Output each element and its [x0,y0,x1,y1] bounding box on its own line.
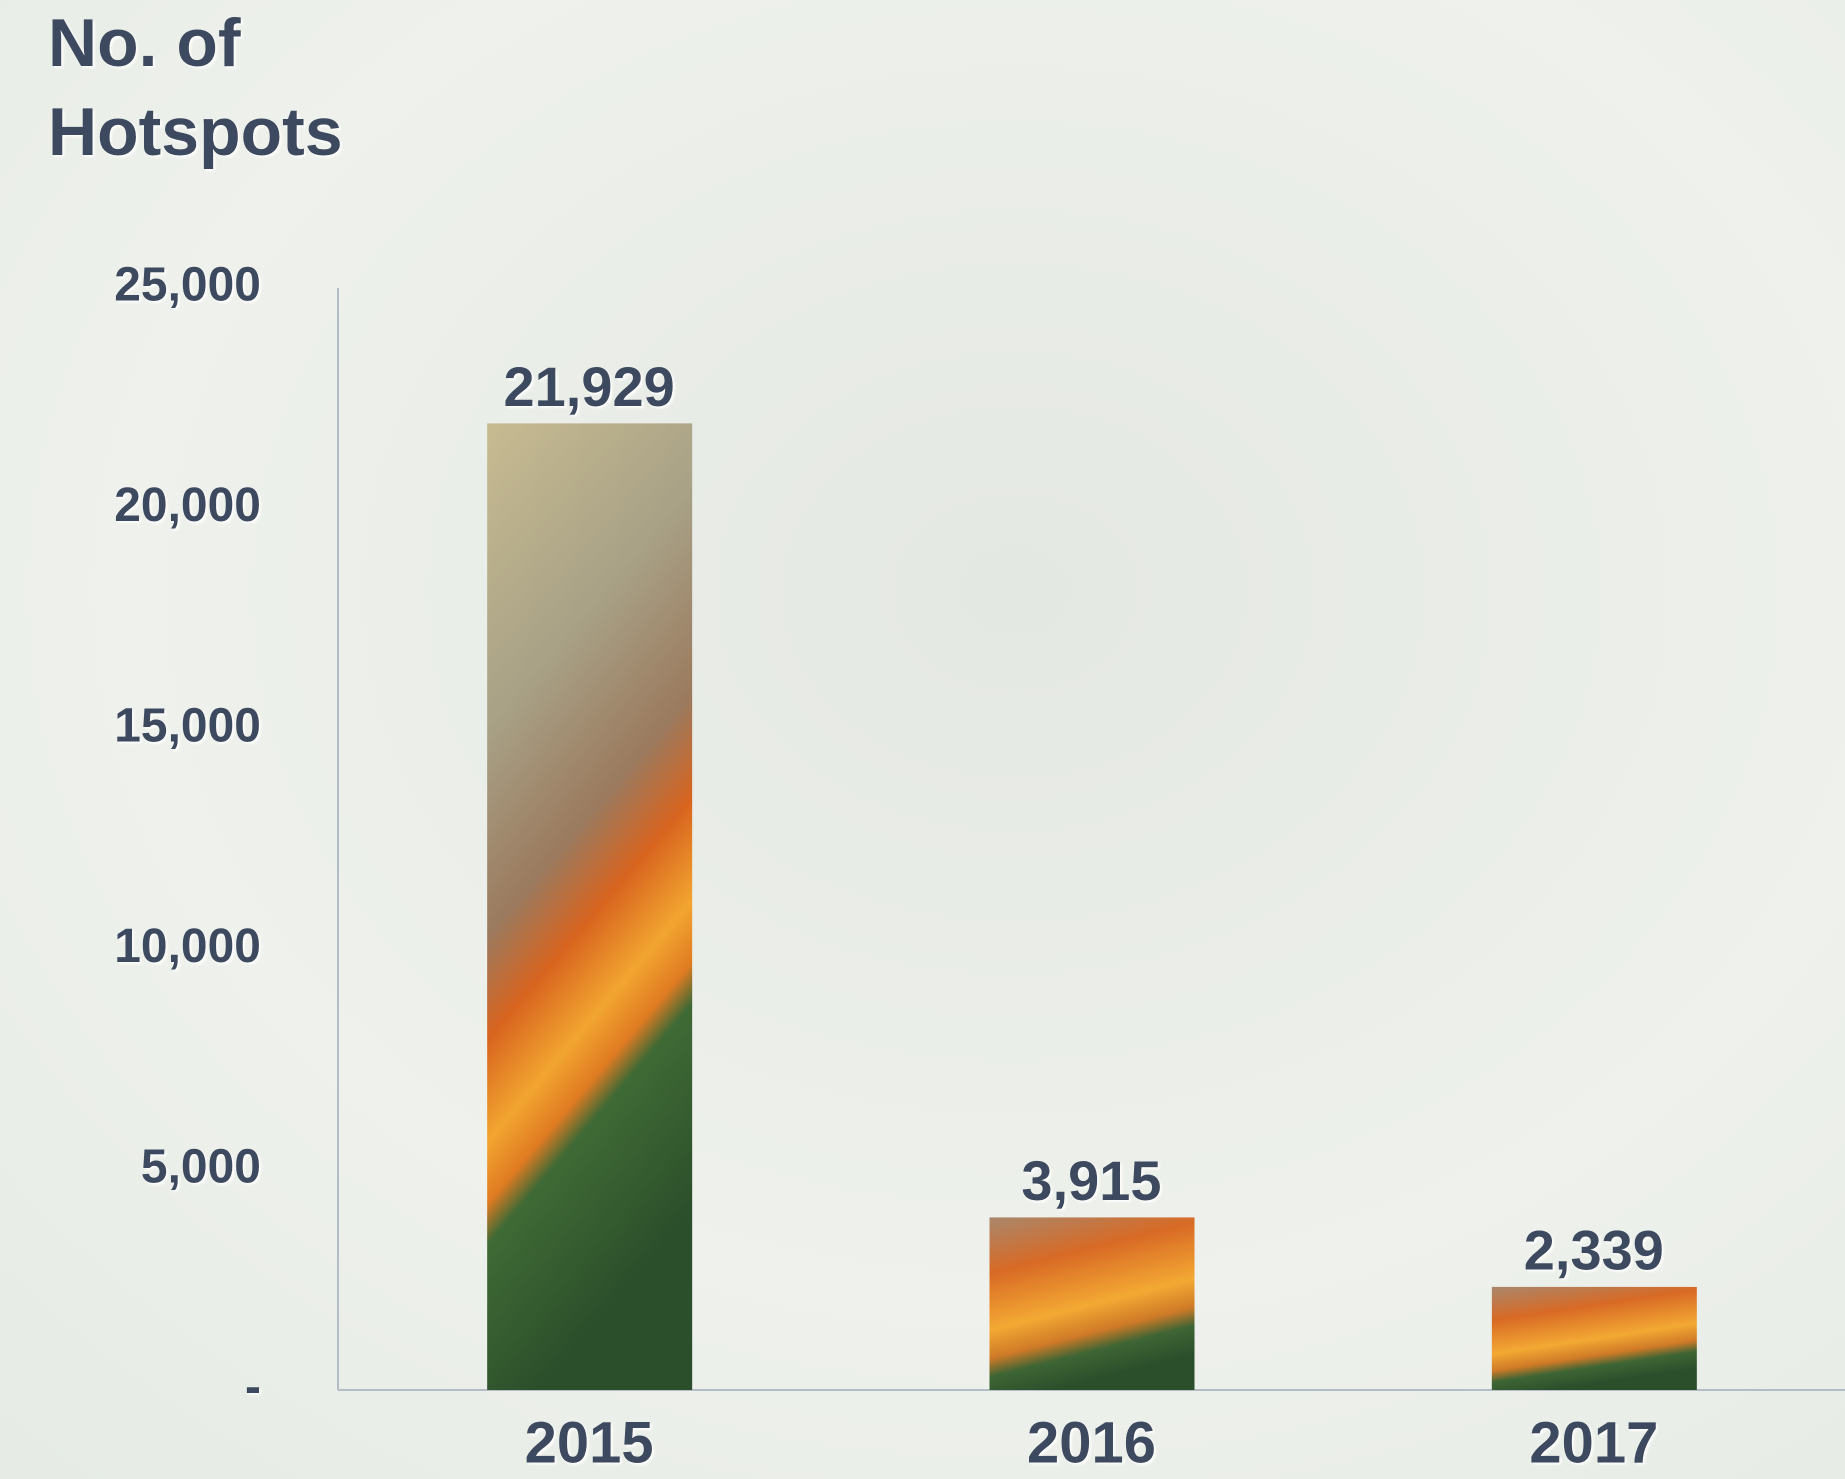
chart: No. of Hotspots - 5,000 10,000 15,000 20,000… [0,0,1845,1479]
y-tick-label: 20,000 [114,479,261,532]
x-tick-label: 2016 [1027,1410,1156,1475]
x-tick-label: 2015 [525,1410,654,1475]
y-axis-title: Hotspots [48,94,343,170]
y-axis-title: No. of [48,5,241,81]
bar [990,1217,1195,1390]
value-label: 3,915 [1021,1149,1161,1212]
y-tick-label: - [245,1361,261,1414]
y-tick-label: 5,000 [141,1140,261,1193]
y-tick-label: 15,000 [114,699,261,752]
y-tick-label: 25,000 [114,259,261,312]
y-tick-label: 10,000 [114,920,261,973]
bar [1492,1287,1697,1390]
bar [487,423,692,1390]
value-label: 21,929 [504,355,675,418]
value-label: 2,339 [1524,1219,1664,1282]
x-tick-label: 2017 [1529,1410,1658,1475]
